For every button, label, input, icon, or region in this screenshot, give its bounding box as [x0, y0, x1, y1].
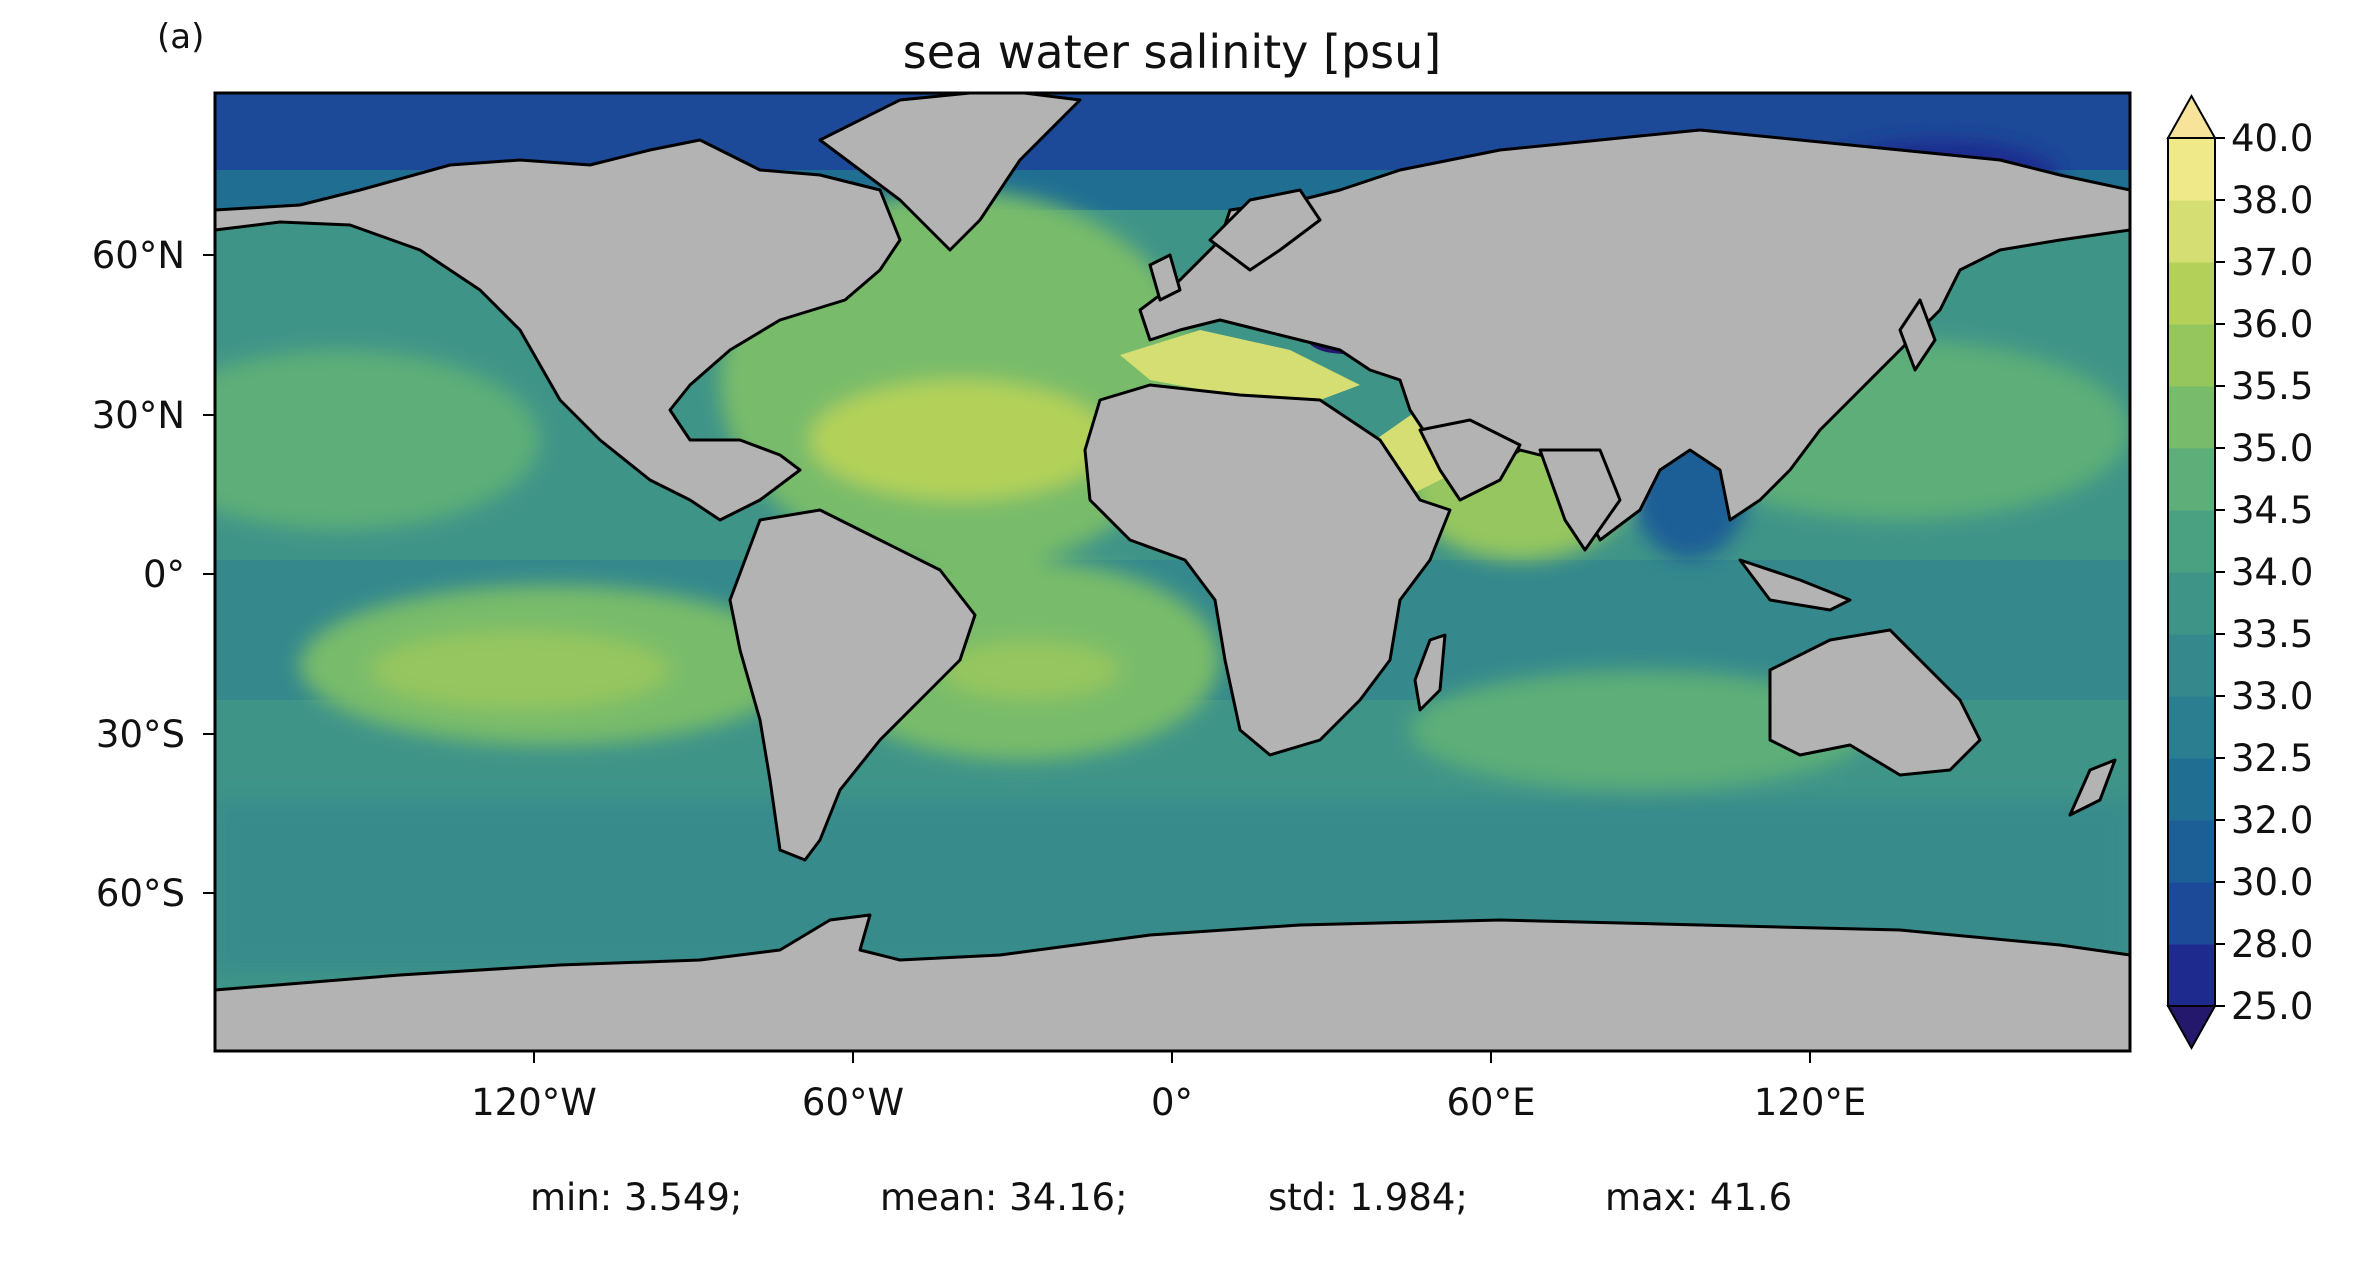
- madagascar: [1413, 633, 1447, 712]
- colorbar-segment: [2168, 324, 2215, 387]
- colorbar-segment: [2168, 200, 2215, 263]
- south-pacific-max: [370, 630, 670, 710]
- new-zealand: [2068, 758, 2117, 817]
- colorbar-tick-label: 30.0: [2231, 861, 2313, 904]
- lon-tick-label: 120°E: [1754, 1081, 1867, 1124]
- colorbar-segment: [2168, 944, 2215, 1007]
- stat-std: std: 1.984;: [1268, 1176, 1468, 1219]
- land-masses: [215, 93, 2130, 1051]
- india: [1538, 448, 1622, 552]
- stat-mean: mean: 34.16;: [880, 1176, 1128, 1219]
- colorbar-tick-label: 36.0: [2231, 303, 2313, 346]
- colorbar-segment: [2168, 510, 2215, 573]
- colorbar-segment: [2168, 572, 2215, 635]
- scandinavia: [1208, 188, 1322, 272]
- lat-tick-label: 30°N: [92, 394, 185, 437]
- colorbar-tick-label: 28.0: [2231, 923, 2313, 966]
- colorbar-tick-label: 34.0: [2231, 551, 2313, 594]
- south-america: [728, 508, 977, 862]
- colorbar-segment: [2168, 448, 2215, 511]
- lat-axis: [203, 254, 215, 894]
- eurasia: [1138, 128, 2130, 542]
- colorbar-tick-label: 25.0: [2231, 985, 2313, 1028]
- colorbar-tick-label: 37.0: [2231, 241, 2313, 284]
- colorbar-tick-label: 32.5: [2231, 737, 2313, 780]
- australia: [1768, 628, 1982, 777]
- colorbar-extend-high: [2166, 93, 2217, 139]
- lat-tick-label: 0°: [143, 553, 185, 596]
- colorbar-extend-low: [2166, 1005, 2217, 1051]
- colorbar-segment: [2168, 138, 2215, 201]
- lat-tick-label: 30°S: [96, 713, 185, 756]
- lon-tick-label: 120°W: [471, 1081, 597, 1124]
- colorbar-segment: [2168, 696, 2215, 759]
- british-isles: [1148, 253, 1182, 302]
- south-atlantic-max: [940, 640, 1120, 700]
- africa: [1083, 383, 1452, 757]
- lat-tick-label: 60°S: [96, 872, 185, 915]
- north-pacific-east: [215, 350, 540, 530]
- antarctica: [215, 913, 2130, 1051]
- indonesia: [1738, 558, 1852, 612]
- stat-min: min: 3.549;: [530, 1176, 742, 1219]
- colorbar-tick-label: 34.5: [2231, 489, 2313, 532]
- map-title: sea water salinity [psu]: [903, 25, 1442, 79]
- colorbar-tick-label: 33.0: [2231, 675, 2313, 718]
- arabian-peninsula: [1418, 418, 1522, 502]
- north-america: [215, 138, 902, 522]
- lon-axis: [533, 1051, 1811, 1063]
- colorbar-segment: [2168, 634, 2215, 697]
- colorbar: 40.0 38.0 37.0 36.0 35.5 35.0 34.5 34.0 33.5 33.0…: [2166, 93, 2313, 1051]
- lat-tick-label: 60°N: [92, 234, 185, 277]
- lon-tick-label: 60°W: [802, 1081, 904, 1124]
- japan: [1898, 298, 1937, 372]
- lon-tick-label: 60°E: [1447, 1081, 1536, 1124]
- colorbar-segment: [2168, 386, 2215, 449]
- colorbar-tick-label: 35.5: [2231, 365, 2313, 408]
- colorbar-tick-label: 32.0: [2231, 799, 2313, 842]
- lon-tick-label: 0°: [1151, 1081, 1193, 1124]
- colorbar-segment: [2168, 758, 2215, 821]
- colorbar-tick-label: 38.0: [2231, 179, 2313, 222]
- colorbar-segment: [2168, 262, 2215, 325]
- colorbar-segment: [2168, 882, 2215, 945]
- colorbar-tick-label: 33.5: [2231, 613, 2313, 656]
- panel-label: (a): [157, 17, 204, 57]
- subtropic-atlantic-max: [810, 380, 1110, 500]
- mediterranean-sea: [1120, 330, 1360, 400]
- south-indian-salty: [1410, 670, 1870, 790]
- stat-max: max: 41.6: [1605, 1176, 1792, 1219]
- colorbar-tick-label: 40.0: [2231, 117, 2313, 160]
- colorbar-tick-label: 35.0: [2231, 427, 2313, 470]
- colorbar-segment: [2168, 820, 2215, 883]
- salinity-map: [215, 93, 2130, 1051]
